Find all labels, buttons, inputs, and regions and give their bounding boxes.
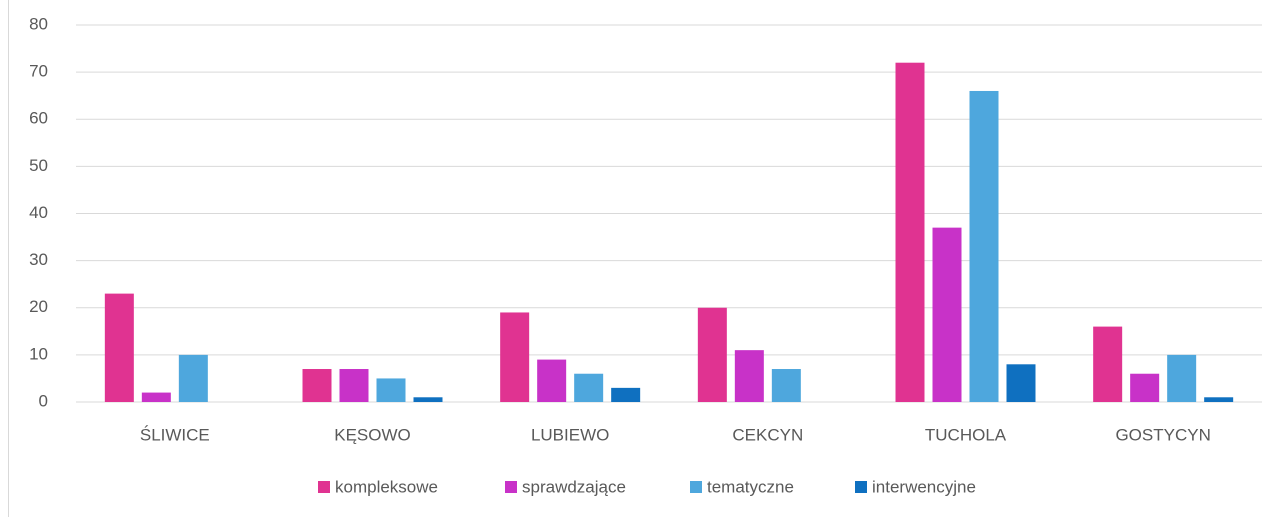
legend-swatch [855,481,867,493]
x-tick-label: CEKCYN [732,425,803,444]
bar [339,369,369,402]
bar [574,373,604,402]
bar [969,90,999,402]
bar [895,62,925,402]
x-tick-label: KĘSOWO [334,425,411,444]
y-tick-label: 30 [29,250,48,269]
y-tick-label: 50 [29,156,48,175]
bar [1093,326,1123,402]
y-tick-label: 70 [29,62,48,81]
legend-label: kompleksowe [335,477,438,496]
bar [734,350,764,402]
bar [932,227,962,402]
y-tick-label: 40 [29,203,48,222]
bar [178,354,208,402]
bar [104,293,134,402]
y-tick-label: 0 [39,391,48,410]
y-tick-label: 20 [29,297,48,316]
legend-label: sprawdzające [522,477,626,496]
bar [500,312,530,402]
legend-swatch [318,481,330,493]
y-tick-label: 60 [29,109,48,128]
bar [611,387,641,402]
bar [1006,364,1036,402]
legend-label: tematyczne [707,477,794,496]
bar [697,307,727,402]
bar [771,369,801,402]
x-tick-label: TUCHOLA [925,425,1007,444]
bar [413,397,443,402]
bar [1204,397,1234,402]
bar [1130,373,1160,402]
legend-swatch [505,481,517,493]
y-tick-label: 80 [29,14,48,33]
bar [537,359,567,402]
bar [141,392,171,402]
y-tick-label: 10 [29,344,48,363]
legend-swatch [690,481,702,493]
x-tick-label: ŚLIWICE [140,425,210,444]
x-tick-label: LUBIEWO [531,425,609,444]
legend-label: interwencyjne [872,477,976,496]
bar [302,369,332,402]
x-tick-label: GOSTYCYN [1115,425,1210,444]
bar [376,378,406,402]
bar [1167,354,1197,402]
